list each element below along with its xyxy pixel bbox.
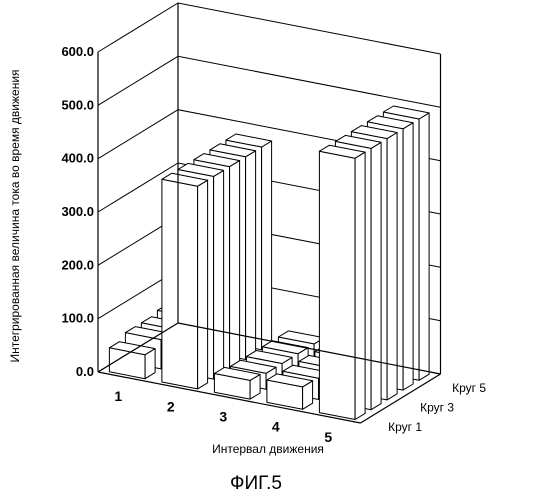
depth-tick-label: Круг 5 [452,381,486,395]
bar-side-face [198,180,208,389]
bar-side-face [371,142,381,409]
bar-side-face [355,152,365,419]
x-tick-label: 4 [272,419,280,435]
gridline [98,56,441,107]
bar-side-face [230,161,240,370]
x-tick-label: 5 [324,429,332,445]
y-tick-label: 500.0 [61,97,94,112]
bar-side-face [403,123,413,390]
bar [162,173,208,389]
figure-caption: ФИГ.5 [230,473,282,494]
bar-side-face [214,170,224,379]
y-tick-label: 200.0 [61,257,94,272]
bar [267,374,313,409]
bars-layer [109,106,429,420]
y-tick-label: 300.0 [61,204,94,219]
depth-tick-label: Круг 3 [420,401,454,415]
y-tick-label: 600.0 [61,44,94,59]
y-axis-label: Интегрированная величина тока во время д… [8,69,22,362]
bar-front-face [319,151,355,419]
y-tick-label: 0.0 [76,364,94,379]
x-tick-label: 2 [167,398,175,414]
bar [319,145,365,419]
bar-side-face [387,133,397,400]
gridline [98,3,441,54]
depth-tick-label: Круг 1 [388,420,422,434]
y-tick-label: 100.0 [61,311,94,326]
bar-side-face [246,151,256,360]
bar-front-face [162,179,198,389]
x-tick-label: 3 [219,409,227,425]
x-tick-label: 1 [114,388,122,404]
bar-side-face [419,113,429,380]
bar-side-face [262,141,272,350]
y-tick-label: 400.0 [61,151,94,166]
x-axis-label: Интервал движения [212,442,324,456]
